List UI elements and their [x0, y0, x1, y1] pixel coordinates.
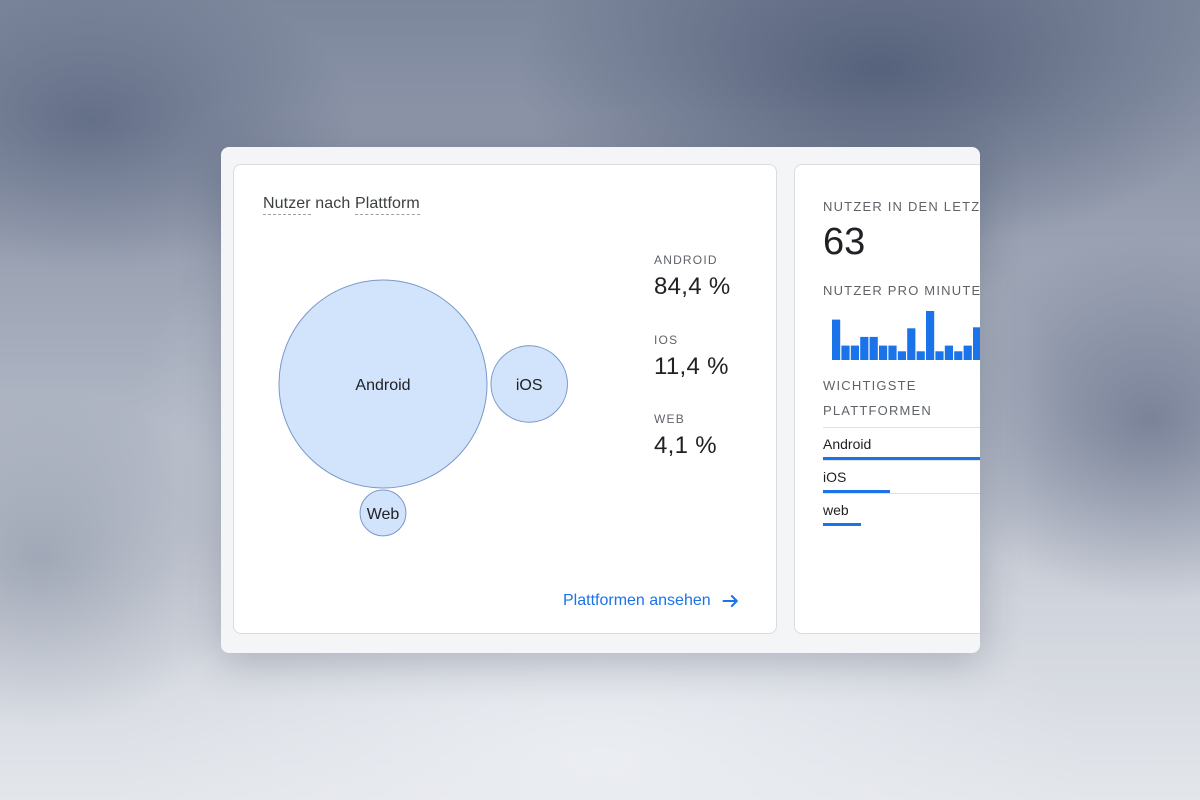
- users-last-minutes-value: 63: [823, 221, 866, 263]
- platform-name: Android: [823, 436, 872, 452]
- stat-label-web: WEB: [654, 412, 685, 426]
- users-per-minute-chart: [832, 311, 980, 360]
- platform-share-bar: [823, 490, 890, 493]
- arrow-right-icon[interactable]: [721, 591, 741, 611]
- stat-value-ios: 11,4 %: [654, 353, 729, 380]
- platform-bubble-chart: Android iOS Web: [278, 279, 568, 537]
- bubble-ios-label: iOS: [516, 377, 543, 394]
- realtime-card: NUTZER IN DEN LETZT 63 NUTZER PRO MINUTE…: [794, 164, 980, 634]
- minute-bar[interactable]: [963, 345, 972, 360]
- stat-value-web: 4,1 %: [654, 432, 717, 459]
- minute-bar[interactable]: [869, 336, 878, 360]
- users-per-minute-label: NUTZER PRO MINUTE: [823, 283, 980, 298]
- minute-bar[interactable]: [954, 351, 963, 360]
- bubble-android-label: Android: [355, 377, 410, 394]
- bubble-web-label: Web: [367, 506, 400, 523]
- users-by-platform-card: Nutzer nach Plattform Android iOS Web ANDR…: [233, 164, 777, 634]
- stat-web: WEB 4,1 %: [654, 412, 717, 460]
- minute-bar[interactable]: [897, 351, 906, 360]
- minute-bar[interactable]: [841, 345, 850, 360]
- minute-bar[interactable]: [832, 319, 841, 360]
- top-platforms-list: Android iOS web: [823, 427, 980, 526]
- minute-bar[interactable]: [879, 345, 888, 360]
- view-platforms-link[interactable]: Plattformen ansehen: [563, 591, 741, 611]
- users-last-minutes-label: NUTZER IN DEN LETZT: [823, 199, 980, 214]
- stat-android: ANDROID 84,4 %: [654, 253, 731, 301]
- top-platforms-label-line2: PLATTFORMEN: [823, 403, 933, 418]
- bubble-web[interactable]: [359, 489, 407, 537]
- minute-bar[interactable]: [944, 345, 953, 360]
- stat-ios: IOS 11,4 %: [654, 333, 729, 381]
- title-connector: nach: [315, 195, 351, 212]
- minute-bar[interactable]: [907, 328, 916, 360]
- platform-name: iOS: [823, 469, 847, 485]
- minute-bar[interactable]: [916, 351, 925, 360]
- top-platforms-label-line1: WICHTIGSTE: [823, 378, 917, 393]
- list-item[interactable]: iOS: [823, 460, 980, 493]
- bubble-android[interactable]: [278, 279, 488, 489]
- view-platforms-link-text[interactable]: Plattformen ansehen: [563, 592, 711, 609]
- stat-value-android: 84,4 %: [654, 273, 731, 300]
- bubble-ios[interactable]: [490, 345, 568, 423]
- stat-label-ios: IOS: [654, 333, 679, 347]
- minute-bar[interactable]: [935, 351, 944, 360]
- minute-bar[interactable]: [850, 345, 859, 360]
- platform-share-bar: [823, 523, 861, 526]
- minute-bar[interactable]: [888, 345, 897, 360]
- stat-label-android: ANDROID: [654, 253, 718, 267]
- card-title[interactable]: Nutzer nach Plattform: [263, 195, 420, 215]
- title-dimension-users[interactable]: Nutzer: [263, 195, 311, 215]
- dashboard-frame: Nutzer nach Plattform Android iOS Web ANDR…: [221, 147, 980, 653]
- minute-bar[interactable]: [973, 327, 980, 360]
- list-item[interactable]: web: [823, 493, 980, 526]
- minute-bar[interactable]: [926, 311, 935, 360]
- list-item[interactable]: Android: [823, 427, 980, 460]
- platform-share-bar: [823, 457, 980, 460]
- title-dimension-platform[interactable]: Plattform: [354, 195, 420, 215]
- minute-bar[interactable]: [860, 336, 869, 360]
- platform-name: web: [823, 502, 849, 518]
